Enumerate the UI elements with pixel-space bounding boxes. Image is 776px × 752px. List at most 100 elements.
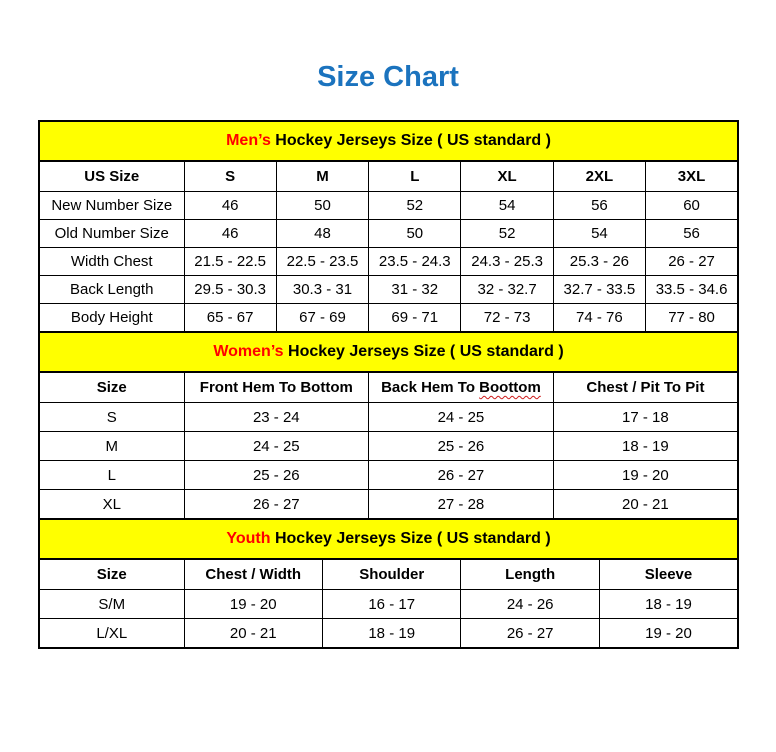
size-value-cell: 74 - 76 [552, 303, 647, 333]
youth-section-header: Youth Hockey Jerseys Size ( US standard … [38, 518, 739, 560]
size-value-cell: 24 - 25 [368, 402, 554, 432]
mens-title-accent: Men’s [226, 132, 271, 149]
size-value-cell: 17 - 18 [552, 402, 739, 432]
column-header-3xl: 3XL [645, 160, 739, 192]
size-value-cell: 19 - 20 [183, 589, 323, 619]
column-header-shoulder: Shoulder [321, 558, 462, 590]
size-value-cell: 77 - 80 [645, 303, 739, 333]
womens-columns-row: Size Front Hem To Bottom Back Hem To Boo… [38, 371, 739, 403]
size-value-cell: 54 [552, 219, 647, 248]
row-label: S/M [38, 589, 185, 619]
size-value-cell: 52 [460, 219, 554, 248]
table-row-old-number-size: Old Number Size 46 48 50 52 54 56 [38, 219, 739, 248]
size-value-cell: 18 - 19 [552, 431, 739, 461]
table-row-youth-lxl: L/XL 20 - 21 18 - 19 26 - 27 19 - 20 [38, 618, 739, 649]
size-value-cell: 26 - 27 [460, 618, 600, 649]
row-label: Old Number Size [38, 219, 185, 248]
size-value-cell: 46 [183, 191, 277, 220]
size-value-cell: 20 - 21 [183, 618, 323, 649]
size-value-cell: 52 [368, 191, 462, 220]
column-header-length: Length [460, 558, 600, 590]
size-value-cell: 46 [183, 219, 277, 248]
youth-section-title: Youth Hockey Jerseys Size ( US standard … [38, 518, 739, 560]
row-label: L [38, 460, 185, 490]
row-label: New Number Size [38, 191, 185, 220]
size-value-cell: 25 - 26 [183, 460, 370, 490]
table-row-women-xl: XL 26 - 27 27 - 28 20 - 21 [38, 489, 739, 520]
row-label: M [38, 431, 185, 461]
womens-title-text: Hockey Jerseys Size ( US standard ) [283, 343, 564, 360]
mens-section-title: Men’s Hockey Jerseys Size ( US standard … [38, 120, 739, 162]
size-value-cell: 19 - 20 [552, 460, 739, 490]
column-header-chest-width: Chest / Width [183, 558, 323, 590]
size-value-cell: 24 - 26 [460, 589, 600, 619]
size-value-cell: 50 [275, 191, 370, 220]
back-hem-label: Back Hem To [381, 379, 480, 396]
page-title: Size Chart [317, 61, 459, 93]
table-row-new-number-size: New Number Size 46 50 52 54 56 60 [38, 191, 739, 220]
column-header-size: Size [38, 371, 185, 403]
back-hem-misspelled-word: Boottom [479, 379, 541, 396]
size-value-cell: 16 - 17 [321, 589, 462, 619]
size-value-cell: 26 - 27 [645, 247, 739, 276]
size-value-cell: 18 - 19 [598, 589, 739, 619]
size-value-cell: 20 - 21 [552, 489, 739, 520]
table-row-women-l: L 25 - 26 26 - 27 19 - 20 [38, 460, 739, 490]
size-value-cell: 50 [368, 219, 462, 248]
size-value-cell: 32 - 32.7 [460, 275, 554, 304]
size-value-cell: 23 - 24 [183, 402, 370, 432]
size-value-cell: 18 - 19 [321, 618, 462, 649]
row-label: S [38, 402, 185, 432]
size-value-cell: 23.5 - 24.3 [368, 247, 462, 276]
womens-section-header: Women’s Hockey Jerseys Size ( US standar… [38, 331, 739, 373]
size-value-cell: 30.3 - 31 [275, 275, 370, 304]
table-row-back-length: Back Length 29.5 - 30.3 30.3 - 31 31 - 3… [38, 275, 739, 304]
mens-columns-row: US Size S M L XL 2XL 3XL [38, 160, 739, 192]
size-value-cell: 48 [275, 219, 370, 248]
mens-title-text: Hockey Jerseys Size ( US standard ) [270, 132, 551, 149]
column-header-xl: XL [460, 160, 554, 192]
row-label: XL [38, 489, 185, 520]
size-value-cell: 32.7 - 33.5 [552, 275, 647, 304]
youth-title-accent: Youth [226, 530, 271, 547]
youth-columns-row: Size Chest / Width Shoulder Length Sleev… [38, 558, 739, 590]
size-value-cell: 22.5 - 23.5 [275, 247, 370, 276]
row-label: Width Chest [38, 247, 185, 276]
womens-title-accent: Women’s [213, 343, 284, 360]
column-header-sleeve: Sleeve [598, 558, 739, 590]
row-label: Back Length [38, 275, 185, 304]
size-value-cell: 24 - 25 [183, 431, 370, 461]
size-value-cell: 27 - 28 [368, 489, 554, 520]
table-row-youth-sm: S/M 19 - 20 16 - 17 24 - 26 18 - 19 [38, 589, 739, 619]
size-value-cell: 56 [552, 191, 647, 220]
size-value-cell: 21.5 - 22.5 [183, 247, 277, 276]
column-header-2xl: 2XL [552, 160, 647, 192]
size-value-cell: 67 - 69 [275, 303, 370, 333]
column-header-front-hem: Front Hem To Bottom [183, 371, 370, 403]
column-header-l: L [368, 160, 462, 192]
row-label: Body Height [38, 303, 185, 333]
size-value-cell: 29.5 - 30.3 [183, 275, 277, 304]
size-value-cell: 54 [460, 191, 554, 220]
size-value-cell: 25.3 - 26 [552, 247, 647, 276]
youth-title-text: Hockey Jerseys Size ( US standard ) [270, 530, 551, 547]
column-header-chest-pit: Chest / Pit To Pit [552, 371, 739, 403]
size-value-cell: 69 - 71 [368, 303, 462, 333]
size-value-cell: 25 - 26 [368, 431, 554, 461]
size-value-cell: 56 [645, 219, 739, 248]
size-value-cell: 19 - 20 [598, 618, 739, 649]
mens-section-header: Men’s Hockey Jerseys Size ( US standard … [38, 120, 739, 162]
table-row-women-m: M 24 - 25 25 - 26 18 - 19 [38, 431, 739, 461]
row-label: L/XL [38, 618, 185, 649]
column-header-back-hem: Back Hem To Boottom [368, 371, 554, 403]
column-header-us-size: US Size [38, 160, 185, 192]
size-value-cell: 31 - 32 [368, 275, 462, 304]
size-value-cell: 33.5 - 34.6 [645, 275, 739, 304]
size-value-cell: 24.3 - 25.3 [460, 247, 554, 276]
size-value-cell: 26 - 27 [368, 460, 554, 490]
column-header-m: M [275, 160, 370, 192]
column-header-size: Size [38, 558, 185, 590]
size-value-cell: 26 - 27 [183, 489, 370, 520]
size-chart-table: Men’s Hockey Jerseys Size ( US standard … [38, 120, 740, 649]
size-value-cell: 65 - 67 [183, 303, 277, 333]
